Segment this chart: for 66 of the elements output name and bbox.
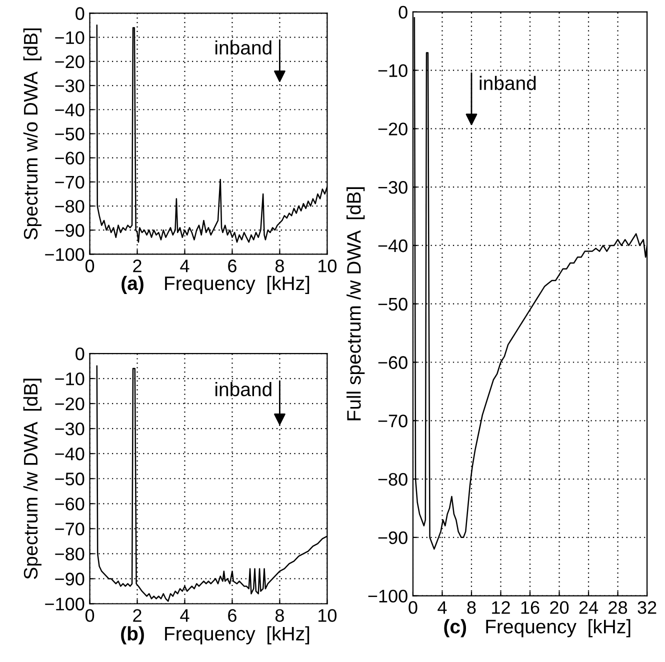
y-tick-label: −20: [378, 122, 408, 136]
y-tick-label: −10: [378, 64, 408, 78]
x-tick-label: 20: [550, 601, 569, 614]
y-tick-label: −100: [368, 590, 408, 603]
y-tick-label: −60: [378, 356, 408, 369]
annotation: inband: [480, 76, 536, 90]
text: (b): [121, 626, 144, 644]
x-tick-label: 0: [85, 609, 94, 622]
x-tick-label: 16: [521, 601, 540, 614]
y-tick-label: 0: [76, 347, 84, 360]
x-tick-label: 10: [318, 609, 337, 622]
y-tick-label: −50: [55, 472, 84, 486]
y-tick-label: −30: [55, 79, 84, 92]
y-tick-label: −40: [378, 239, 408, 252]
x-tick-label: 2: [133, 260, 142, 272]
x-axis-title: Frequency [kHz]: [165, 626, 310, 644]
y-tick-label: −60: [55, 152, 84, 165]
y-tick-label: −30: [378, 181, 408, 194]
x-tick-label: 6: [228, 260, 236, 272]
y-tick-label: 0: [76, 7, 84, 20]
text: (a): [122, 276, 144, 294]
y-tick-label: −90: [378, 531, 408, 544]
x-tick-label: 8: [275, 260, 284, 272]
x-tick-label: 24: [579, 601, 598, 614]
x-tick-label: 10: [318, 260, 337, 272]
x-tick-label: 12: [492, 601, 510, 614]
x-tick-label: 2: [133, 609, 142, 622]
x-tick-label: 0: [408, 601, 418, 614]
text: (c): [444, 619, 466, 638]
x-tick-label: 4: [438, 601, 447, 614]
y-tick-label: −50: [55, 128, 84, 140]
y-tick-label: −70: [378, 414, 408, 428]
y-tick-label: −30: [55, 422, 84, 436]
y-tick-label: −90: [55, 224, 84, 237]
y-axis-title: Spectrum w/o DWA [dB]: [23, 28, 42, 240]
y-tick-label: −100: [45, 598, 84, 610]
y-tick-label: −60: [55, 498, 84, 510]
x-tick-label: 8: [467, 601, 476, 614]
x-tick-label: 32: [638, 601, 656, 614]
y-tick-label: −70: [55, 522, 84, 536]
y-tick-label: −10: [55, 372, 84, 386]
y-tick-label: −80: [378, 472, 408, 486]
y-tick-label: −80: [55, 548, 84, 560]
x-tick-label: 6: [228, 609, 236, 622]
x-tick-label: 28: [608, 601, 628, 614]
y-tick-label: −40: [55, 448, 84, 460]
x-tick-label: 4: [180, 609, 190, 622]
x-axis-title: Frequency [kHz]: [486, 619, 630, 638]
y-tick-label: −90: [55, 572, 84, 586]
y-tick-label: −50: [378, 298, 408, 311]
y-tick-label: 0: [398, 6, 408, 19]
y-tick-label: −70: [55, 176, 84, 189]
y-tick-label: −10: [55, 31, 84, 44]
x-axis-title: Frequency [kHz]: [165, 276, 310, 294]
y-tick-label: −80: [55, 200, 84, 213]
y-tick-label: −40: [55, 104, 84, 116]
annotation: inband: [215, 382, 272, 396]
x-tick-label: 4: [180, 260, 190, 272]
y-axis-title: Spectrum /w DWA [dB]: [23, 378, 42, 579]
annotation: inband: [215, 40, 272, 55]
y-tick-label: −100: [45, 248, 84, 261]
y-tick-label: −20: [55, 55, 84, 68]
y-tick-label: −20: [55, 397, 84, 410]
y-axis-title: Full spectrum /w DWA [dB]: [346, 187, 365, 420]
x-tick-label: 0: [85, 260, 94, 272]
x-tick-label: 8: [275, 609, 284, 622]
